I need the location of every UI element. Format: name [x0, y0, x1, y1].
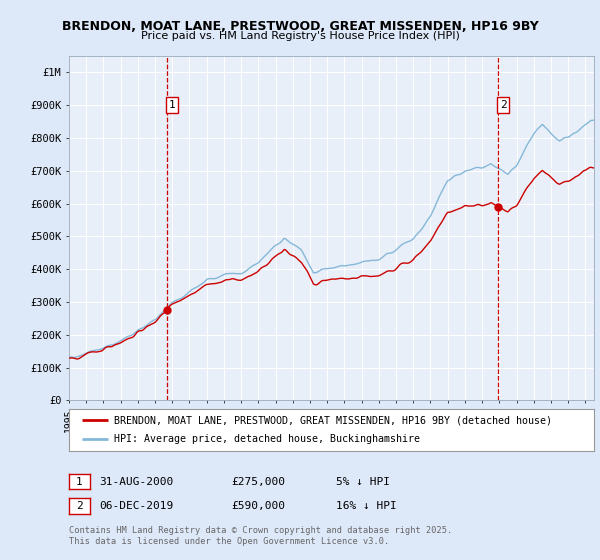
- Text: HPI: Average price, detached house, Buckinghamshire: HPI: Average price, detached house, Buck…: [113, 435, 419, 445]
- Text: £275,000: £275,000: [231, 477, 285, 487]
- Text: 06-DEC-2019: 06-DEC-2019: [99, 501, 173, 511]
- Text: 31-AUG-2000: 31-AUG-2000: [99, 477, 173, 487]
- Text: 16% ↓ HPI: 16% ↓ HPI: [336, 501, 397, 511]
- Text: 2: 2: [500, 100, 506, 110]
- Text: 1: 1: [76, 477, 83, 487]
- Text: £590,000: £590,000: [231, 501, 285, 511]
- Text: BRENDON, MOAT LANE, PRESTWOOD, GREAT MISSENDEN, HP16 9BY: BRENDON, MOAT LANE, PRESTWOOD, GREAT MIS…: [62, 20, 538, 32]
- Text: 5% ↓ HPI: 5% ↓ HPI: [336, 477, 390, 487]
- Text: 2: 2: [76, 501, 83, 511]
- Text: 1: 1: [169, 100, 175, 110]
- Text: Contains HM Land Registry data © Crown copyright and database right 2025.
This d: Contains HM Land Registry data © Crown c…: [69, 526, 452, 546]
- Text: BRENDON, MOAT LANE, PRESTWOOD, GREAT MISSENDEN, HP16 9BY (detached house): BRENDON, MOAT LANE, PRESTWOOD, GREAT MIS…: [113, 415, 551, 425]
- Text: Price paid vs. HM Land Registry's House Price Index (HPI): Price paid vs. HM Land Registry's House …: [140, 31, 460, 41]
